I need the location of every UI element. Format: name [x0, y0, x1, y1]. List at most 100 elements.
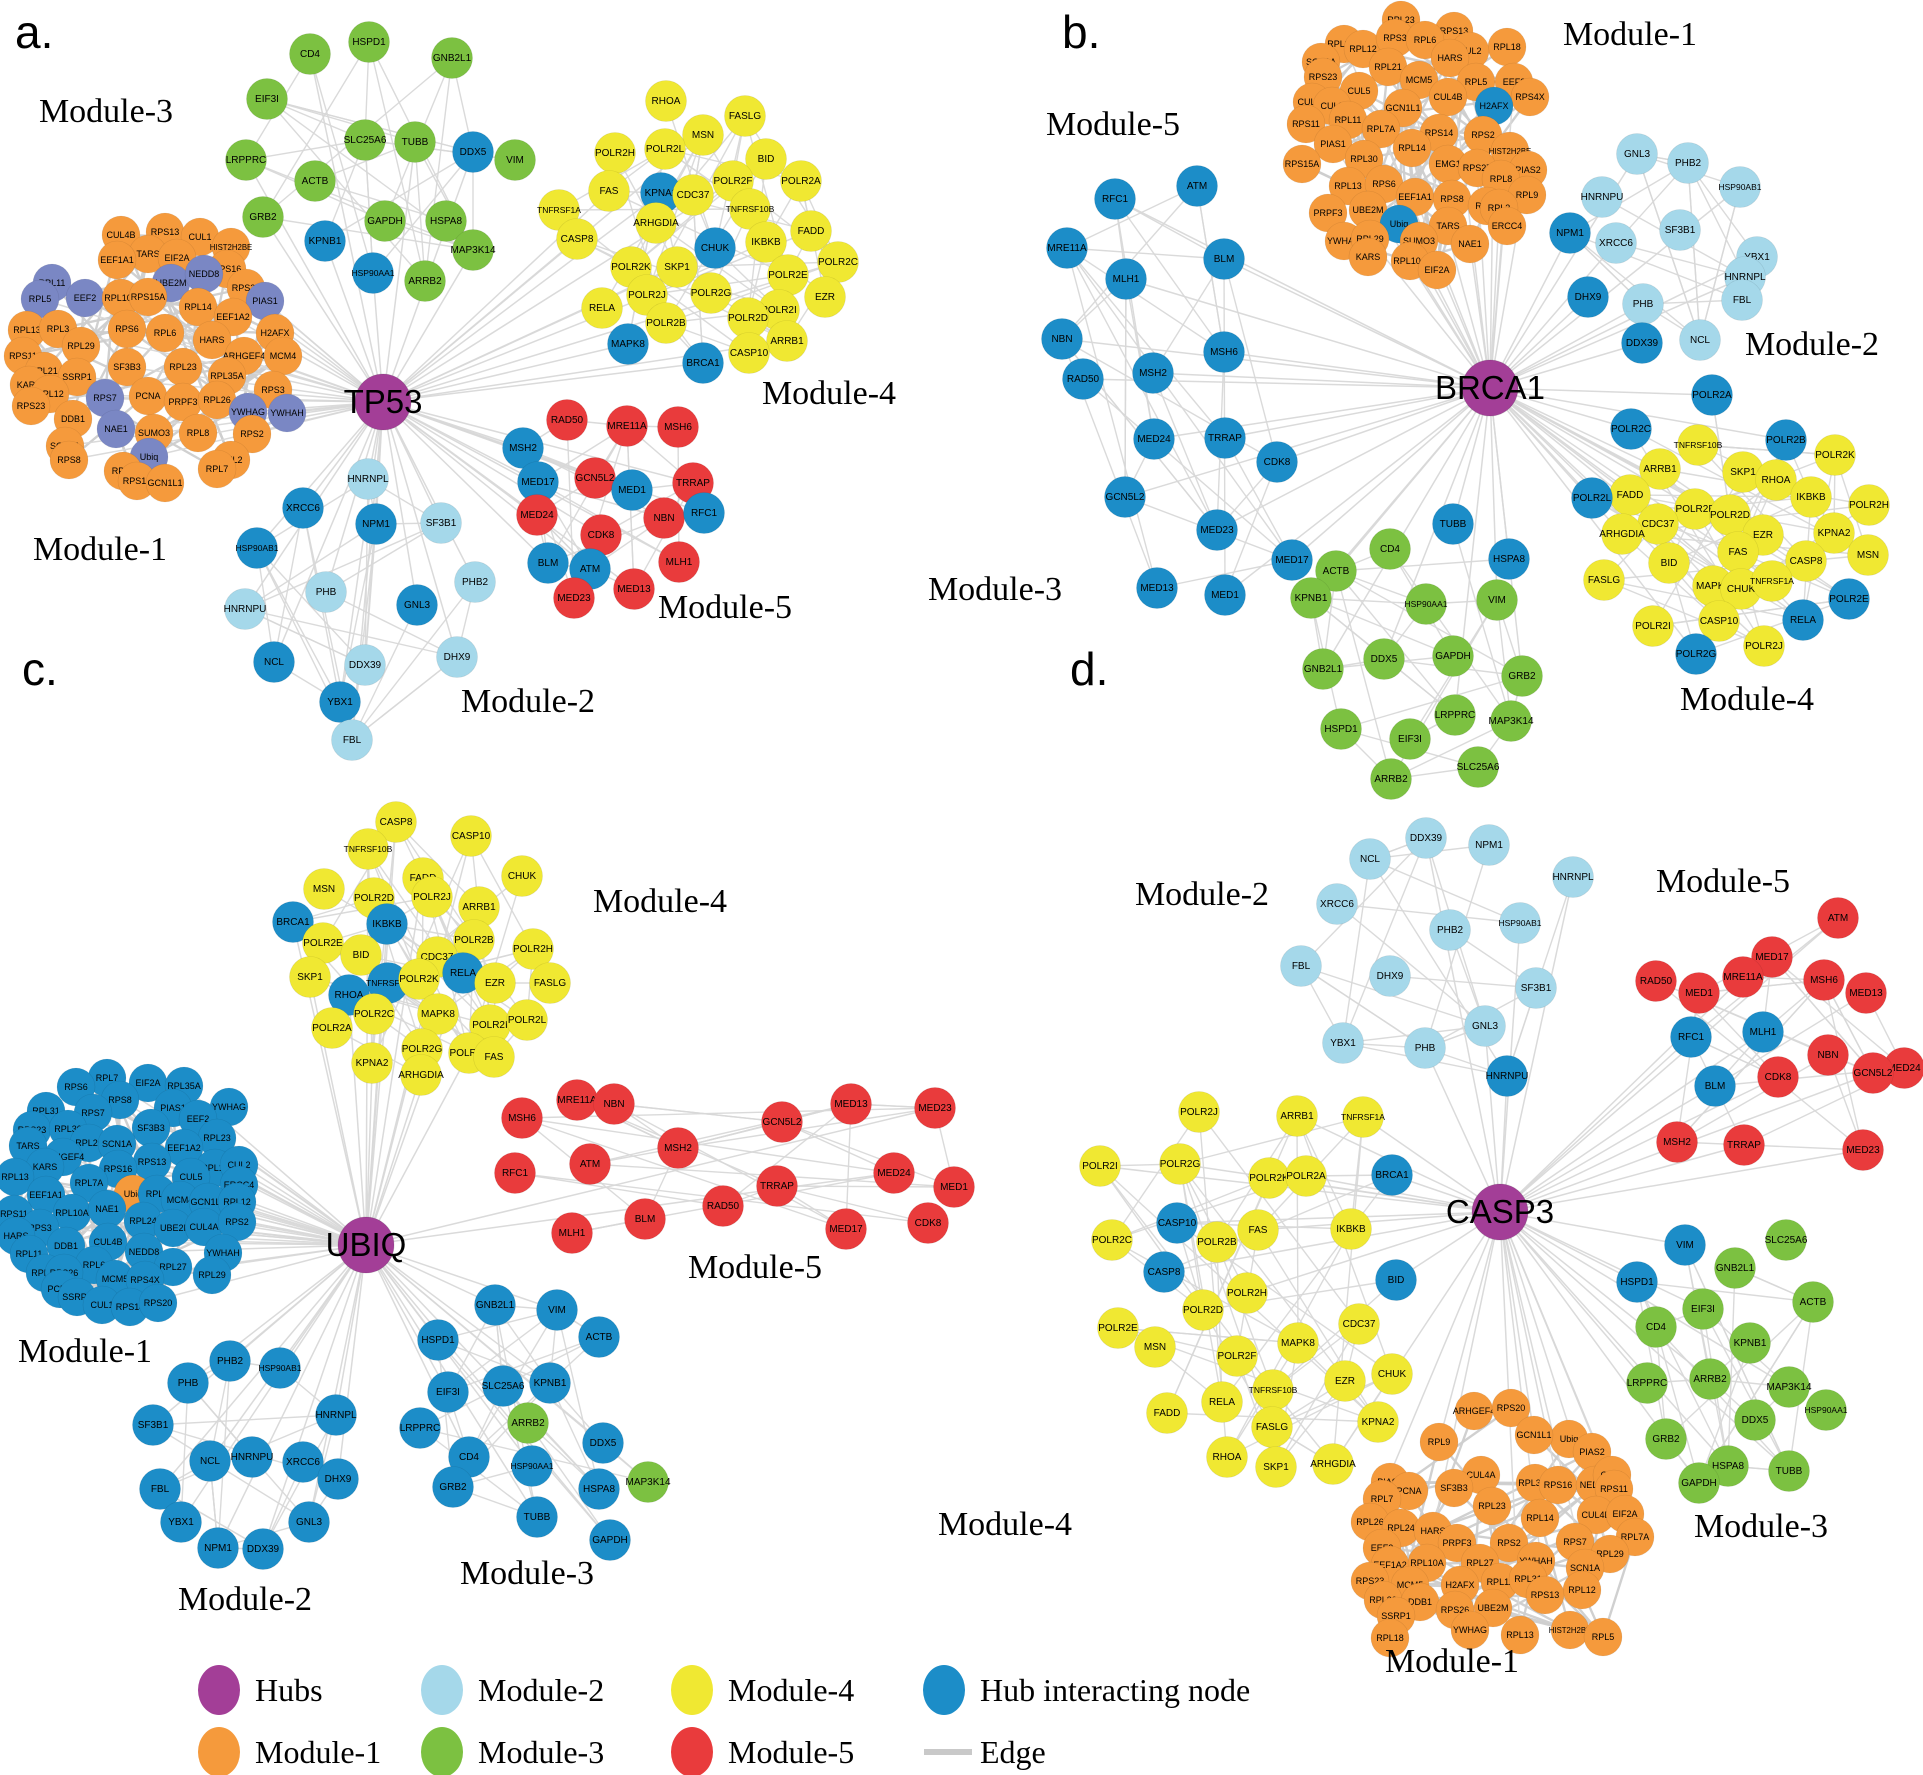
- node-DDX5[interactable]: DDX5: [1363, 638, 1405, 680]
- node-circle-CDK8[interactable]: [907, 1202, 949, 1244]
- node-HNRNPU[interactable]: HNRNPU: [1486, 1055, 1529, 1097]
- node-circle-YBX1[interactable]: [160, 1501, 202, 1543]
- node-RPL18[interactable]: RPL18: [1487, 27, 1527, 67]
- hub-circle[interactable]: [1471, 1183, 1529, 1241]
- node-POLR2H[interactable]: POLR2H: [594, 132, 636, 174]
- node-POLR2C[interactable]: POLR2C: [1091, 1219, 1133, 1261]
- node-RPS6[interactable]: RPS6: [107, 309, 147, 349]
- node-ERCC4[interactable]: ERCC4: [1487, 206, 1527, 246]
- node-circle-XRCC6[interactable]: [282, 487, 324, 529]
- node-SF3B3[interactable]: SF3B3: [1434, 1468, 1474, 1508]
- node-POLR2B[interactable]: POLR2B: [1765, 419, 1807, 461]
- node-RELA[interactable]: RELA: [1201, 1381, 1243, 1423]
- node-RPS20[interactable]: RPS20: [138, 1283, 178, 1323]
- node-circle-TRRAP[interactable]: [756, 1165, 798, 1207]
- node-circle-MSN[interactable]: [303, 868, 345, 910]
- node-circle-HNRNPU[interactable]: [1486, 1055, 1528, 1097]
- node-circle-DHX9[interactable]: [1369, 955, 1411, 997]
- node-RPS23[interactable]: RPS23: [11, 386, 51, 426]
- node-circle-RPS13[interactable]: [132, 1142, 172, 1182]
- node-ATM[interactable]: ATM: [1176, 165, 1218, 207]
- node-circle-MSN[interactable]: [1847, 534, 1889, 576]
- node-circle-FASLG[interactable]: [1583, 559, 1625, 601]
- node-LRPPRC[interactable]: LRPPRC: [1626, 1362, 1668, 1404]
- node-circle-MAP3K14[interactable]: [1490, 700, 1532, 742]
- node-circle-FBL[interactable]: [1721, 279, 1763, 321]
- node-MED23[interactable]: MED23: [1196, 509, 1238, 551]
- node-GNB2L1[interactable]: GNB2L1: [1302, 648, 1344, 690]
- node-MLH1[interactable]: MLH1: [658, 541, 700, 583]
- node-circle-ARRB2[interactable]: [404, 260, 446, 302]
- node-circle-MSH6[interactable]: [657, 406, 699, 448]
- node-HSPD1[interactable]: HSPD1: [417, 1319, 459, 1361]
- node-RPL23[interactable]: RPL23: [1472, 1486, 1512, 1526]
- node-circle-RHOA[interactable]: [1206, 1436, 1248, 1478]
- node-circle-MED23[interactable]: [914, 1087, 956, 1129]
- node-circle-BID[interactable]: [1648, 542, 1690, 584]
- node-RHOA[interactable]: RHOA: [1206, 1436, 1248, 1478]
- node-circle-POLR2J[interactable]: [1178, 1091, 1220, 1133]
- node-TRRAP[interactable]: TRRAP: [756, 1165, 798, 1207]
- node-circle-RAD50[interactable]: [1635, 960, 1677, 1002]
- node-circle-SF3B1[interactable]: [1515, 967, 1557, 1009]
- node-circle-CHUK[interactable]: [501, 855, 543, 897]
- node-circle-NBN[interactable]: [593, 1083, 635, 1125]
- node-NCL[interactable]: NCL: [253, 641, 295, 683]
- node-FBL[interactable]: FBL: [1721, 279, 1763, 321]
- node-circle-CASP8[interactable]: [1143, 1251, 1185, 1293]
- node-circle-EEF1A1[interactable]: [97, 240, 137, 280]
- node-PHB[interactable]: PHB: [305, 571, 347, 613]
- node-MSH6[interactable]: MSH6: [501, 1097, 543, 1139]
- node-circle-MED1[interactable]: [1678, 972, 1720, 1014]
- node-POLR2E[interactable]: POLR2E: [1828, 578, 1870, 620]
- node-circle-MED17[interactable]: [1271, 539, 1313, 581]
- node-ATM[interactable]: ATM: [1817, 897, 1859, 939]
- node-circle-MLH1[interactable]: [551, 1212, 593, 1254]
- node-FADD[interactable]: FADD: [1146, 1392, 1188, 1434]
- node-circle-RELA[interactable]: [1201, 1381, 1243, 1423]
- node-circle-PHB2[interactable]: [1667, 142, 1709, 184]
- node-circle-DDX5[interactable]: [452, 131, 494, 173]
- node-DHX9[interactable]: DHX9: [436, 636, 478, 678]
- node-circle-POLR2L[interactable]: [1571, 477, 1613, 519]
- node-POLR2E[interactable]: POLR2E: [767, 254, 809, 296]
- node-circle-MSH2[interactable]: [1656, 1121, 1698, 1163]
- node-circle-FBL[interactable]: [331, 719, 373, 761]
- node-HSP90AB1[interactable]: HSP90AB1: [236, 527, 279, 569]
- node-HSPD1[interactable]: HSPD1: [348, 21, 390, 63]
- node-FAS[interactable]: FAS: [473, 1036, 515, 1078]
- node-circle-BRCA1[interactable]: [272, 901, 314, 943]
- node-circle-MED1[interactable]: [1204, 574, 1246, 616]
- node-circle-RHOA[interactable]: [645, 80, 687, 122]
- node-circle-KPNB1[interactable]: [1729, 1322, 1771, 1364]
- node-circle-MAP3K14[interactable]: [627, 1461, 669, 1503]
- node-BLM[interactable]: BLM: [1694, 1065, 1736, 1107]
- node-circle-ARRB2[interactable]: [1689, 1358, 1731, 1400]
- node-circle-EIF3I[interactable]: [1389, 718, 1431, 760]
- node-circle-HSPA8[interactable]: [578, 1468, 620, 1510]
- node-EIF3I[interactable]: EIF3I: [427, 1371, 469, 1413]
- node-EEF2[interactable]: EEF2: [65, 278, 105, 318]
- node-MED1[interactable]: MED1: [1204, 574, 1246, 616]
- node-circle-POLR2A[interactable]: [1691, 374, 1733, 416]
- node-circle-ARRB2[interactable]: [1370, 758, 1412, 800]
- node-POLR2J[interactable]: POLR2J: [411, 876, 453, 918]
- node-circle-RPL14[interactable]: [178, 287, 218, 327]
- node-circle-MSN[interactable]: [1134, 1326, 1176, 1368]
- node-GCN1L1[interactable]: GCN1L1: [1514, 1415, 1554, 1455]
- node-RFC1[interactable]: RFC1: [683, 492, 725, 534]
- hub-node-UBIQ[interactable]: UBIQ: [326, 1216, 407, 1274]
- node-circle-PIAS1[interactable]: [1313, 124, 1353, 164]
- node-DHX9[interactable]: DHX9: [1567, 276, 1609, 318]
- node-circle-HNRNPU[interactable]: [1581, 176, 1623, 218]
- node-RPS16[interactable]: RPS16: [1538, 1465, 1578, 1505]
- node-circle-ACTB[interactable]: [294, 160, 336, 202]
- node-MAPK8[interactable]: MAPK8: [1277, 1322, 1319, 1364]
- node-DDX39[interactable]: DDX39: [1405, 817, 1447, 859]
- node-circle-GNL3[interactable]: [288, 1501, 330, 1543]
- node-circle-MED24[interactable]: [873, 1152, 915, 1194]
- node-circle-XRCC6[interactable]: [1595, 222, 1637, 264]
- node-circle-NCL[interactable]: [253, 641, 295, 683]
- node-NEDD8[interactable]: NEDD8: [184, 254, 224, 294]
- node-circle-DDX5[interactable]: [1734, 1399, 1776, 1441]
